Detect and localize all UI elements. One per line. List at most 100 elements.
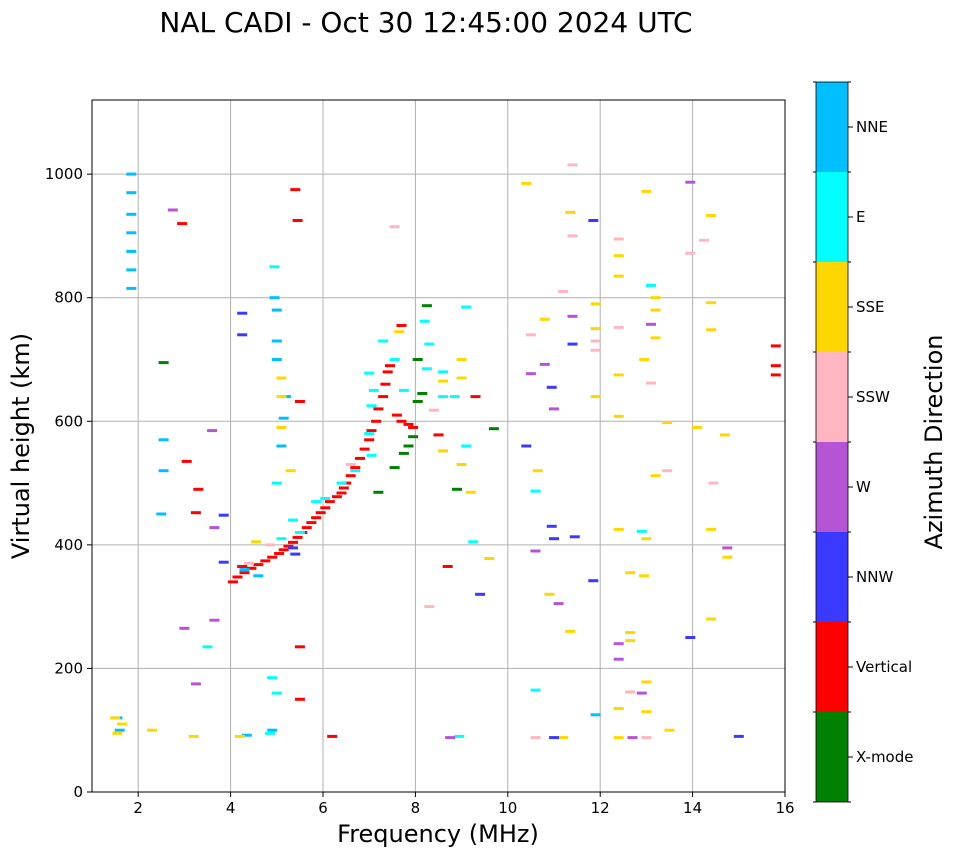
data-point-e — [378, 339, 389, 343]
data-point-vertical — [403, 422, 414, 426]
data-point-ssw — [525, 333, 536, 337]
data-point-sse — [438, 449, 449, 453]
data-point-sse — [565, 210, 576, 214]
data-point-nne — [253, 574, 264, 578]
data-point-ssw — [428, 408, 439, 412]
data-point-vertical — [380, 382, 391, 386]
data-point-sse — [613, 274, 624, 278]
data-point-vertical — [324, 500, 335, 504]
data-point-sse — [625, 639, 636, 643]
data-point-vertical — [345, 474, 356, 478]
data-point-e — [438, 370, 449, 374]
data-point-sse — [613, 373, 624, 377]
data-point-nne — [126, 231, 137, 235]
data-point-vertical — [350, 466, 361, 470]
data-point-e — [530, 688, 541, 692]
data-point-nnw — [521, 444, 532, 448]
data-point-sse — [558, 736, 569, 740]
data-point-nnw — [237, 311, 248, 315]
data-point-sse — [276, 395, 287, 399]
data-point-sse — [110, 716, 121, 720]
data-point-vertical — [408, 426, 419, 429]
data-point-x-mode — [373, 490, 384, 494]
data-point-sse — [285, 469, 296, 473]
data-point-nne — [276, 444, 287, 448]
data-point-ssw — [641, 736, 652, 740]
data-point-vertical — [246, 566, 257, 570]
data-point-sse — [276, 426, 287, 429]
data-point-sse — [662, 421, 673, 424]
data-point-sse — [394, 330, 405, 334]
colorbar-frame — [815, 81, 849, 803]
data-point-w — [549, 407, 559, 411]
data-point-nne — [271, 339, 282, 343]
data-point-sse — [625, 631, 636, 635]
colorbar-label-x-mode: X-mode — [856, 748, 913, 766]
colorbar-segment — [816, 82, 848, 172]
data-point-w — [553, 602, 564, 606]
data-point-vertical — [190, 511, 201, 515]
chart-title: NAL CADI - Oct 30 12:45:00 2024 UTC — [159, 6, 692, 39]
data-point-sse — [639, 358, 650, 361]
x-tick-label: 12 — [591, 799, 610, 817]
data-point-sse — [438, 379, 449, 383]
data-point-sse — [234, 734, 245, 738]
y-tick-label: 400 — [54, 536, 83, 554]
data-point-e — [269, 265, 280, 269]
data-point-x-mode — [389, 466, 400, 470]
data-point-vertical — [232, 575, 243, 579]
data-point-ssw — [590, 339, 601, 343]
data-point-e — [366, 404, 377, 408]
data-point-e — [530, 489, 541, 493]
data-points — [110, 163, 781, 740]
data-point-vertical — [336, 491, 347, 495]
data-point-nne — [126, 172, 137, 176]
data-point-vertical — [294, 645, 305, 649]
data-point-nnw — [290, 552, 301, 556]
data-point-e — [461, 444, 472, 448]
data-point-vertical — [306, 521, 317, 525]
data-point-nne — [239, 568, 250, 572]
colorbar-segment — [816, 712, 848, 802]
data-point-e — [636, 529, 647, 533]
data-point-sse — [719, 433, 730, 437]
data-point-ssw — [567, 234, 578, 238]
data-point-x-mode — [408, 435, 419, 439]
y-tick-label: 0 — [73, 783, 83, 801]
data-point-vertical — [253, 563, 264, 567]
data-point-ssw — [662, 469, 673, 473]
data-point-nnw — [218, 513, 229, 517]
data-point-vertical — [290, 188, 301, 192]
data-point-e — [454, 734, 465, 738]
data-point-e — [449, 395, 460, 399]
data-point-vertical — [355, 456, 365, 460]
data-point-nnw — [588, 219, 599, 222]
data-point-vertical — [327, 734, 338, 738]
data-point-sse — [650, 308, 661, 312]
data-point-w — [209, 526, 220, 530]
data-point-e — [398, 388, 409, 392]
data-point-e — [421, 367, 432, 371]
data-point-ssw — [264, 543, 275, 547]
data-point-sse — [613, 527, 624, 531]
data-point-vertical — [320, 506, 331, 510]
x-tick-label: 16 — [775, 799, 794, 817]
colorbar-segment — [816, 262, 848, 352]
data-point-vertical — [278, 548, 289, 552]
data-point-nnw — [685, 636, 696, 639]
data-point-vertical — [177, 222, 188, 226]
data-point-sse — [641, 537, 652, 541]
data-point-vertical — [260, 559, 271, 563]
data-point-sse — [706, 617, 717, 621]
data-point-vertical — [283, 544, 294, 548]
data-point-sse — [650, 474, 661, 478]
data-point-nne — [590, 713, 601, 717]
data-point-nne — [158, 438, 169, 442]
data-point-sse — [613, 254, 624, 258]
data-point-w — [179, 626, 190, 630]
data-point-vertical — [338, 486, 349, 490]
data-point-sse — [664, 728, 675, 732]
data-point-vertical — [382, 370, 393, 374]
data-point-vertical — [364, 438, 375, 442]
y-tick-label: 1000 — [45, 165, 83, 183]
